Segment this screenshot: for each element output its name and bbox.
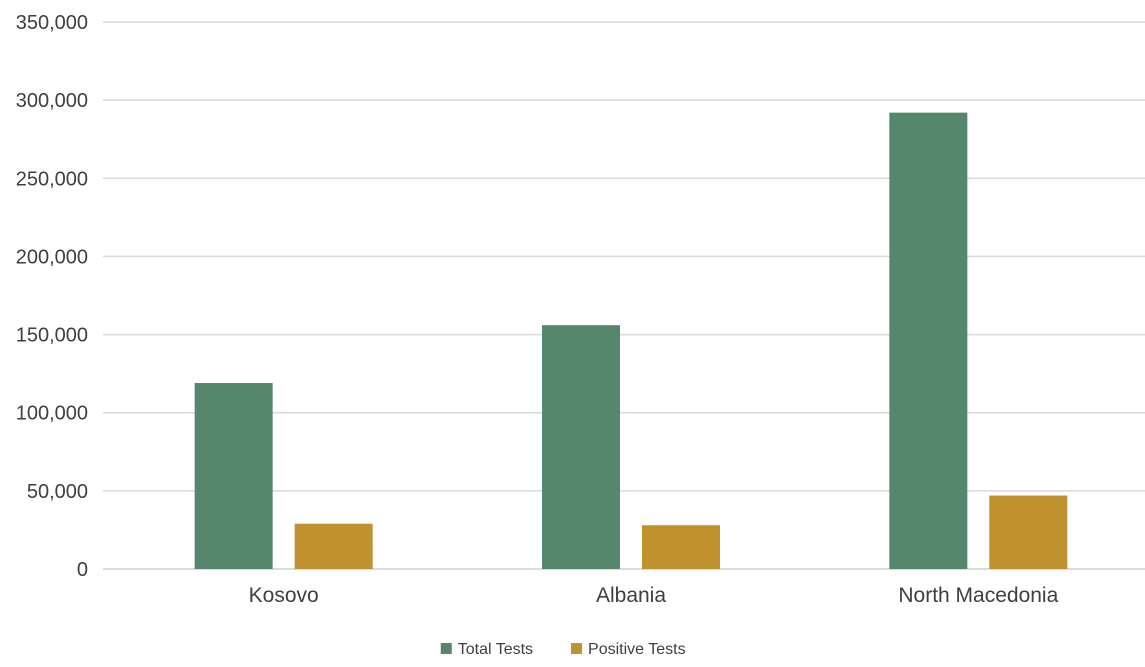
legend: Total Tests Positive Tests — [440, 641, 686, 658]
x-category-label: Kosovo — [249, 584, 319, 607]
y-tick-label: 350,000 — [16, 12, 88, 34]
gridlines — [103, 21, 1145, 570]
y-tick-label: 0 — [77, 559, 88, 581]
legend-swatch — [440, 643, 452, 654]
y-axis-tick-labels: 0 50,000 100,000 150,000 200,000 250,000 300,0… — [16, 12, 88, 581]
bar-positive-tests-north-macedonia — [989, 495, 1068, 569]
y-tick-label: 100,000 — [16, 403, 88, 425]
bar-total-tests-north-macedonia — [889, 112, 968, 569]
x-axis-category-labels: Kosovo Albania North Macedonia — [249, 584, 1059, 607]
bar-positive-tests-albania — [642, 525, 720, 569]
y-tick-label: 50,000 — [27, 481, 88, 503]
y-tick-label: 150,000 — [16, 325, 88, 347]
x-category-label: Albania — [596, 584, 666, 607]
legend-swatch — [571, 643, 583, 654]
y-tick-label: 300,000 — [16, 90, 88, 112]
y-tick-label: 250,000 — [16, 168, 88, 190]
bar-positive-tests-kosovo — [294, 523, 373, 569]
y-tick-label: 200,000 — [16, 246, 88, 268]
legend-label: Total Tests — [458, 641, 533, 658]
bars — [194, 112, 1068, 569]
x-category-label: North Macedonia — [898, 584, 1058, 607]
legend-label: Positive Tests — [588, 641, 686, 658]
bar-total-tests-albania — [542, 325, 620, 569]
bar-total-tests-kosovo — [194, 383, 273, 569]
